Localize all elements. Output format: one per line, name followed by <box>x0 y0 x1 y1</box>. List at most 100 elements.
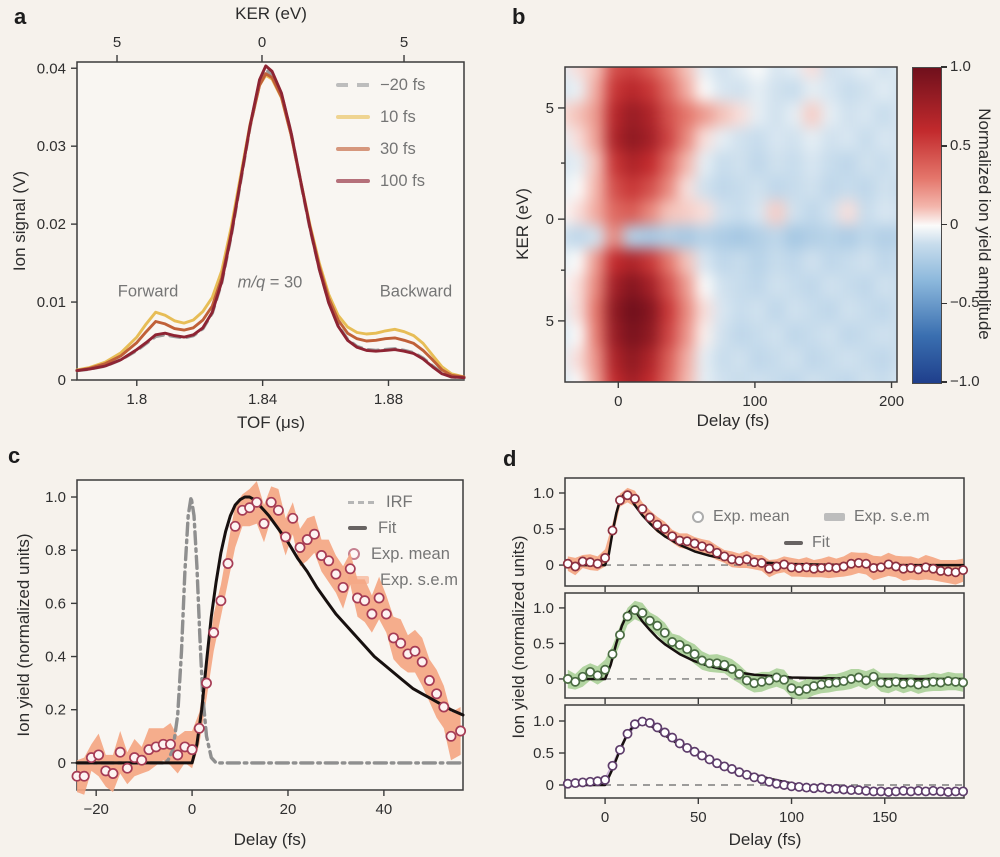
heatmap-cell <box>875 249 893 274</box>
heatmap-cell <box>587 371 605 382</box>
data-point <box>229 520 241 532</box>
x-tick-label: 40 <box>376 801 393 818</box>
data-point <box>600 664 611 675</box>
heatmap-cell <box>821 249 839 274</box>
y-tick-label: 0.02 <box>37 216 66 233</box>
y-tick-label: 0.2 <box>45 702 66 719</box>
panel-b-x-axis-title: Delay (fs) <box>696 411 770 430</box>
data-point <box>431 688 443 700</box>
heatmap-cell <box>605 322 623 347</box>
heatmap-cell <box>713 126 731 151</box>
legend-panel-d-exp-mean: Exp. mean <box>692 508 789 526</box>
sem-band <box>567 600 964 700</box>
heatmap-cell <box>749 175 767 200</box>
heatmap-cell <box>803 77 821 102</box>
data-point <box>958 786 969 797</box>
heatmap-cell <box>749 77 767 102</box>
heatmap-cell <box>565 102 569 127</box>
scatter-points <box>562 490 969 578</box>
data-point <box>682 742 693 753</box>
data-point <box>600 774 611 785</box>
heatmap-cell <box>803 102 821 127</box>
heatmap-cell <box>641 67 659 78</box>
data-point <box>615 629 625 640</box>
heatmap-cell <box>857 347 875 372</box>
data-point <box>359 595 371 607</box>
heatmap-cell <box>677 151 695 176</box>
heatmap-cell <box>803 126 821 151</box>
heatmap-cell <box>839 298 857 323</box>
heatmap-cell <box>623 371 641 382</box>
y-tick-label: 0.8 <box>45 542 66 559</box>
heatmap-cell <box>677 249 695 274</box>
heatmap-cell <box>857 77 875 102</box>
heatmap-cell <box>839 200 857 225</box>
data-point <box>330 568 342 580</box>
legend-item: −20 fs <box>336 74 425 96</box>
heatmap-cell <box>659 322 677 347</box>
heatmap-cell <box>731 67 749 78</box>
scatter-points <box>71 496 467 782</box>
heatmap-cell <box>695 77 713 102</box>
heatmap-cell <box>569 175 587 200</box>
data-point <box>652 519 663 530</box>
data-point <box>165 738 176 750</box>
heatmap-cell <box>569 67 587 78</box>
plot-panel-b: 0 100 200 5 0 5 <box>546 66 904 410</box>
heatmap-cell <box>641 102 659 127</box>
heatmap-cell <box>767 151 785 176</box>
heatmap-cell <box>641 77 659 102</box>
y-tick-label: 0.5 <box>533 745 554 762</box>
heatmap-cell <box>623 224 641 249</box>
heatmap-cell <box>695 200 713 225</box>
heatmap-cell <box>731 298 749 323</box>
legend-label: IRF <box>386 493 413 512</box>
data-point <box>667 531 678 542</box>
data-point <box>600 552 611 563</box>
data-point <box>958 565 969 576</box>
data-point <box>121 762 133 774</box>
data-point <box>78 770 90 782</box>
heatmap-cell <box>875 347 893 372</box>
heatmap-cell <box>565 175 569 200</box>
y-tick-label: 5 <box>546 100 554 117</box>
panel-a-top-axis-title: KER (eV) <box>235 4 307 23</box>
heatmap-cell <box>695 102 713 127</box>
heatmap-cell <box>677 224 695 249</box>
legend-label: 100 fs <box>380 172 425 191</box>
heatmap-cell <box>587 77 605 102</box>
heatmap-cell <box>605 200 623 225</box>
heatmap-cell <box>785 347 803 372</box>
data-point <box>344 563 356 575</box>
heatmap-cell <box>749 200 767 225</box>
heatmap-cell <box>893 371 897 382</box>
heatmap-cell <box>857 298 875 323</box>
data-point <box>637 503 648 514</box>
heatmap-cell <box>587 249 605 274</box>
y-tick-label: 0.5 <box>533 521 554 538</box>
heatmap-cell <box>565 77 569 102</box>
heatmap-cell <box>785 298 803 323</box>
data-point <box>337 581 349 593</box>
heatmap-cell <box>785 200 803 225</box>
heatmap-cell <box>875 200 893 225</box>
legend-label: Fit <box>812 534 830 552</box>
data-point <box>316 550 327 561</box>
data-point <box>958 677 969 688</box>
data-point <box>659 524 670 534</box>
data-point <box>186 744 198 756</box>
data-point <box>622 728 633 739</box>
heatmap-cell <box>821 273 839 298</box>
data-point <box>438 701 450 713</box>
heatmap-cell <box>677 347 695 372</box>
mq-italic: m/q <box>238 274 266 292</box>
heatmap <box>565 67 897 382</box>
heatmap-cell <box>785 273 803 298</box>
heatmap-cell <box>731 77 749 102</box>
heatmap-cell <box>641 151 659 176</box>
ker-tick-label: 5 <box>113 34 121 51</box>
y-tick-label: 0.01 <box>37 294 66 311</box>
y-tick-label: 0.5 <box>533 635 554 652</box>
heatmap-cell <box>565 347 569 372</box>
heatmap-cell <box>565 298 569 323</box>
